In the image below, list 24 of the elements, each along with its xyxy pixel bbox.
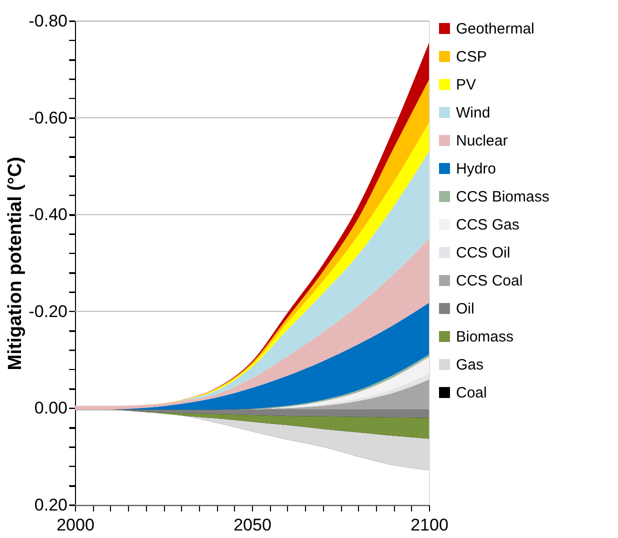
x-tick-label: 2000 <box>56 516 94 534</box>
legend-label: Nuclear <box>456 132 508 150</box>
legend-label: CCS Gas <box>456 216 520 234</box>
legend-label: PV <box>456 76 476 94</box>
y-tick-label: 0.20 <box>34 496 68 514</box>
legend-label: Wind <box>456 104 490 122</box>
legend-label: Gas <box>456 356 484 374</box>
legend-label: Hydro <box>456 160 496 178</box>
legend-label: CSP <box>456 48 487 66</box>
y-axis-title: Mitigation potential (°C) <box>4 156 26 370</box>
y-tick-label: 0.00 <box>34 398 68 418</box>
y-tick-label: -0.20 <box>28 302 68 321</box>
y-tick-label: -0.60 <box>28 108 68 128</box>
legend-label: Biomass <box>456 328 514 346</box>
legend-label: Oil <box>456 300 474 318</box>
x-tick-label: 2050 <box>234 516 272 534</box>
x-tick-label: 2100 <box>410 516 448 534</box>
legend-label: Coal <box>456 384 487 402</box>
legend-label: CCS Biomass <box>456 188 550 206</box>
legend-label: CCS Oil <box>456 244 510 262</box>
y-tick-label: -0.80 <box>28 12 68 30</box>
legend-label: CCS Coal <box>456 272 523 290</box>
legend-label: Geothermal <box>456 20 534 38</box>
y-tick-label: -0.40 <box>28 205 68 224</box>
